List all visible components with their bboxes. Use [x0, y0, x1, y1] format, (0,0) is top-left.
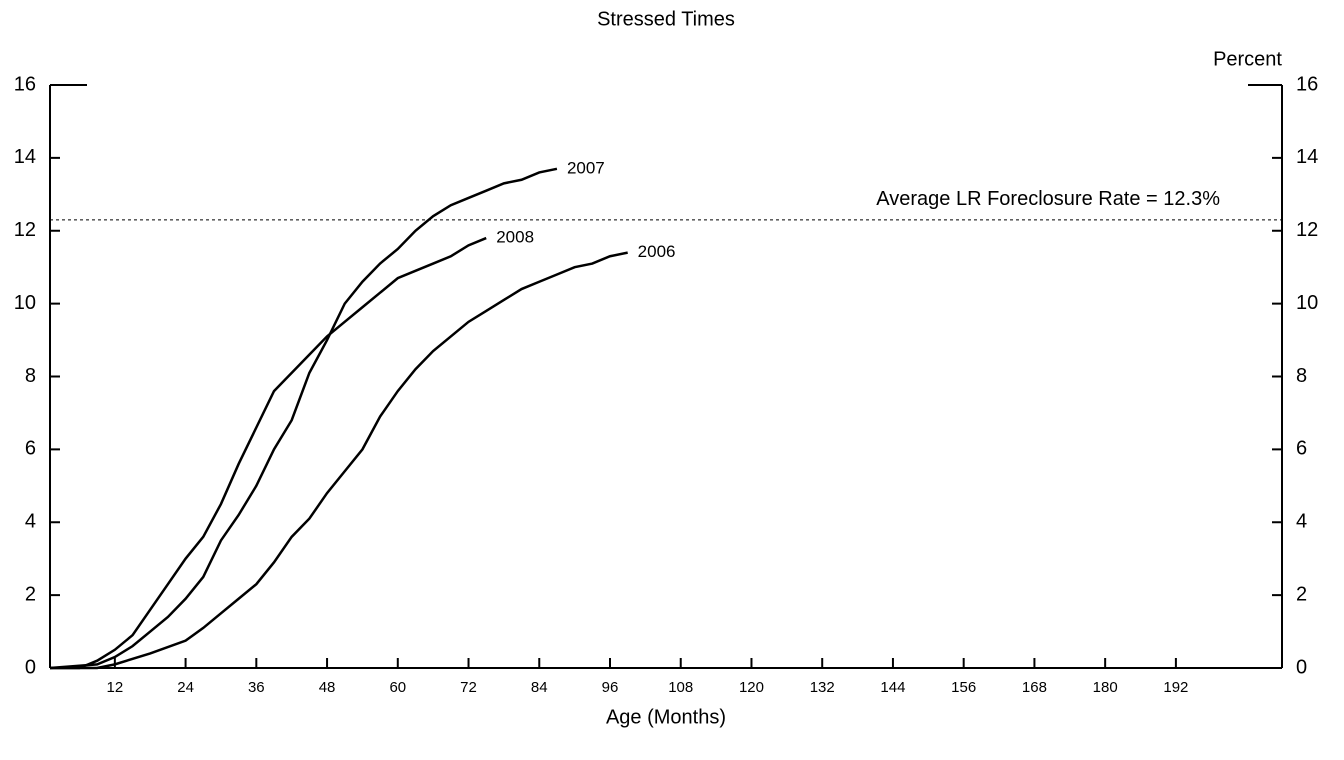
- series-label: 2006: [638, 242, 676, 261]
- series-label: 2007: [567, 158, 605, 177]
- y-tick-label: 14: [14, 146, 36, 168]
- x-tick-label: 168: [1022, 679, 1047, 696]
- x-tick-label: 120: [739, 679, 764, 696]
- x-tick-label: 132: [810, 679, 835, 696]
- chart-title: Stressed Times: [597, 8, 735, 30]
- series-line: [50, 251, 628, 670]
- y2-tick-label: 2: [1296, 583, 1307, 605]
- y2-axis-label: Percent: [1213, 48, 1282, 70]
- y-tick-label: 16: [14, 73, 36, 95]
- x-axis-label: Age (Months): [606, 706, 726, 728]
- y2-tick-label: 14: [1296, 146, 1318, 168]
- y-tick-label: 6: [25, 438, 36, 460]
- y2-tick-label: 10: [1296, 292, 1318, 314]
- x-tick-label: 144: [880, 679, 905, 696]
- reference-label: Average LR Foreclosure Rate = 12.3%: [876, 188, 1220, 210]
- series-line: [49, 167, 558, 670]
- x-tick-label: 156: [951, 679, 976, 696]
- x-tick-label: 192: [1163, 679, 1188, 696]
- x-tick-label: 108: [668, 679, 693, 696]
- x-tick-label: 96: [602, 679, 619, 696]
- y2-tick-label: 8: [1296, 365, 1307, 387]
- y-tick-label: 10: [14, 292, 36, 314]
- y2-tick-label: 4: [1296, 511, 1307, 533]
- y-tick-label: 12: [14, 219, 36, 241]
- x-tick-label: 60: [389, 679, 406, 696]
- y-tick-label: 2: [25, 583, 36, 605]
- y2-tick-label: 6: [1296, 438, 1307, 460]
- x-tick-label: 84: [531, 679, 548, 696]
- x-tick-label: 72: [460, 679, 477, 696]
- y-tick-label: 8: [25, 365, 36, 387]
- x-tick-label: 36: [248, 679, 265, 696]
- series-line: [50, 236, 487, 670]
- x-tick-label: 24: [177, 679, 194, 696]
- y-tick-label: 4: [25, 511, 36, 533]
- y-tick-label: 0: [25, 656, 36, 678]
- x-tick-label: 12: [106, 679, 123, 696]
- y2-tick-label: 16: [1296, 73, 1318, 95]
- x-tick-label: 48: [319, 679, 336, 696]
- series-label: 2008: [496, 228, 534, 247]
- y2-tick-label: 12: [1296, 219, 1318, 241]
- y2-tick-label: 0: [1296, 656, 1307, 678]
- x-tick-label: 180: [1093, 679, 1118, 696]
